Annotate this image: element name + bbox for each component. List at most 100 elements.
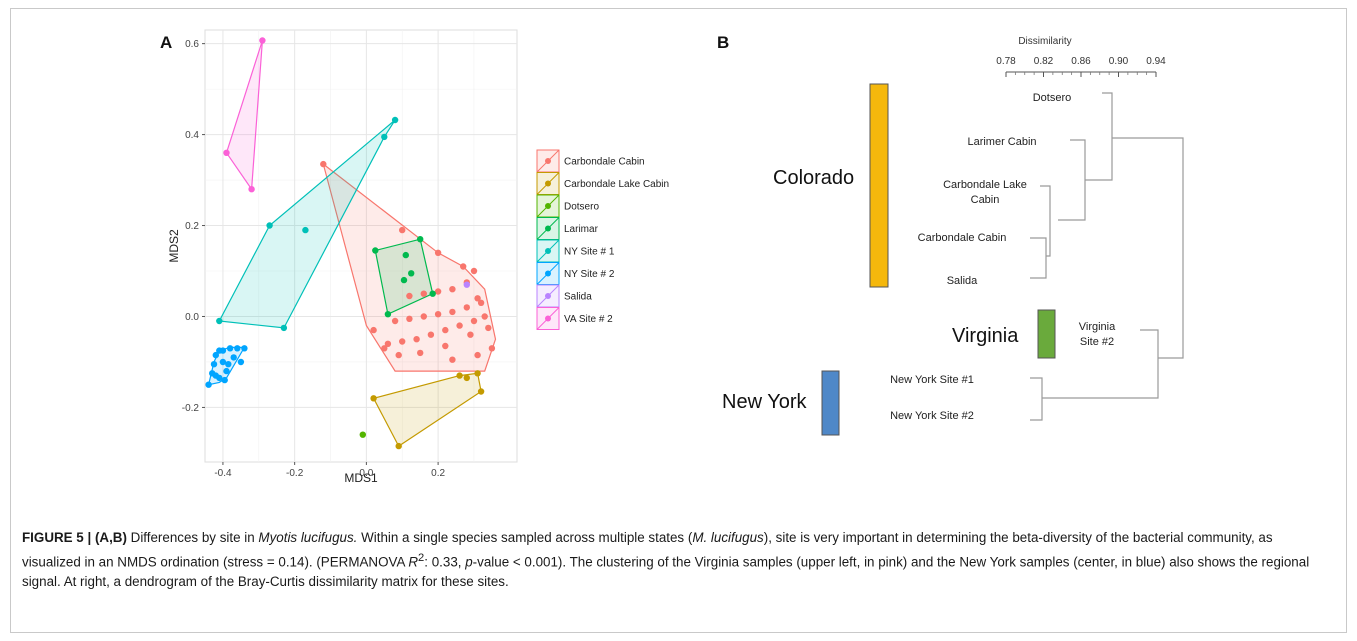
legend-key-point xyxy=(545,293,551,299)
point-ny-site-1 xyxy=(381,133,388,141)
virginia-branch xyxy=(1042,329,1159,399)
caption-text-4: : 0.33, xyxy=(424,554,466,570)
legend-key-point xyxy=(545,203,551,209)
point-carbondale-cabin xyxy=(434,249,442,256)
point-ny-site-2 xyxy=(226,345,234,352)
point-larimar xyxy=(400,276,408,284)
legend-key-point xyxy=(545,248,551,254)
point-dotsero xyxy=(359,431,366,438)
point-carbondale-cabin xyxy=(391,317,399,325)
point-ny-site-2 xyxy=(212,372,219,379)
point-carbondale-cabin xyxy=(413,336,420,343)
point-carbondale-cabin xyxy=(427,331,435,338)
dendrogram xyxy=(1030,92,1184,421)
nmds-plot: -0.4 -0.2 0.0 0.2 -0.2 0.0 0.2 0.4 0.6 xyxy=(182,29,518,479)
dotsero-branch xyxy=(1085,92,1113,181)
y-axis-title: MDS2 xyxy=(167,229,181,263)
legend: Carbondale Cabin Carbondale Lake Cabin Dot… xyxy=(536,149,669,330)
point-ny-site-2 xyxy=(223,367,230,375)
point-carbondale-lake-cabin xyxy=(456,372,463,379)
point-carbondale-cabin xyxy=(481,313,488,320)
panel-a-label: A xyxy=(160,33,172,52)
caption-species: Myotis lucifugus. xyxy=(258,530,358,545)
legend-label: VA Site # 2 xyxy=(564,314,613,325)
point-ny-site-1 xyxy=(391,116,399,124)
legend-label: Dotsero xyxy=(564,202,599,213)
new-york-label: New York xyxy=(722,391,807,413)
hull-va-site-2 xyxy=(225,40,263,191)
point-carbondale-cabin xyxy=(384,340,392,347)
point-ny-site-2 xyxy=(230,354,237,361)
point-carbondale-cabin xyxy=(395,351,402,359)
point-carbondale-cabin xyxy=(370,326,377,334)
caption-text-1: Differences by site in xyxy=(126,530,259,545)
root-branch xyxy=(1112,137,1184,359)
legend-key-point xyxy=(545,270,551,277)
legend-key-point xyxy=(545,315,551,322)
point-ny-site-2 xyxy=(225,361,232,368)
point-carbondale-lake-cabin xyxy=(370,395,377,402)
point-carbondale-cabin xyxy=(381,345,388,352)
colorado-bar xyxy=(869,83,889,288)
point-carbondale-lake-cabin xyxy=(474,370,481,377)
point-carbondale-lake-cabin xyxy=(395,442,402,450)
virginia-label: Virginia xyxy=(952,325,1019,347)
legend-label: NY Site # 2 xyxy=(564,269,615,280)
point-ny-site-1 xyxy=(302,226,309,234)
caption-species-abbrev: M. lucifugus xyxy=(692,530,764,545)
point-ny-site-2 xyxy=(237,358,245,366)
legend-label: NY Site # 1 xyxy=(564,247,615,258)
caption-sup: 2 xyxy=(418,552,425,564)
y-tick-label: 0.0 xyxy=(185,312,199,323)
legend-key-point xyxy=(545,180,551,187)
point-ny-site-2 xyxy=(219,347,227,354)
point-carbondale-cabin xyxy=(320,160,327,168)
point-ny-site-1 xyxy=(266,222,273,229)
hull-carbondale-lake-cabin xyxy=(372,372,482,447)
point-carbondale-cabin xyxy=(456,322,463,329)
point-larimar xyxy=(372,247,379,254)
point-ny-site-2 xyxy=(210,361,218,368)
point-ny-site-2 xyxy=(205,381,212,388)
point-larimar xyxy=(429,290,436,297)
point-larimar xyxy=(384,311,392,318)
leaf-carbondale-lake-line2: Cabin xyxy=(971,194,1000,206)
point-carbondale-cabin xyxy=(434,288,442,295)
point-carbondale-cabin xyxy=(474,351,481,359)
plot-grid xyxy=(205,30,517,462)
point-ny-site-1 xyxy=(280,324,288,332)
point-carbondale-cabin xyxy=(434,311,442,318)
new-york-bar xyxy=(821,370,840,436)
point-carbondale-lake-cabin xyxy=(463,374,470,382)
y-tick-label: 0.6 xyxy=(185,39,199,50)
point-carbondale-cabin xyxy=(460,263,467,270)
point-carbondale-cabin xyxy=(399,226,406,234)
leaf-larimer-cabin: Larimer Cabin xyxy=(967,136,1036,148)
legend-label: Carbondale Lake Cabin xyxy=(564,179,669,190)
leaf-virginia-line1: Virginia xyxy=(1079,321,1116,333)
y-tick-label: 0.4 xyxy=(185,130,199,141)
dissimilarity-tick-label: 0.78 xyxy=(996,56,1016,67)
dissimilarity-tick-label: 0.94 xyxy=(1146,56,1166,67)
point-ny-site-2 xyxy=(234,345,241,352)
dissimilarity-axis: 0.78 0.82 0.86 0.90 0.94 xyxy=(996,56,1166,77)
panel-b-label: B xyxy=(717,33,729,52)
x-tick-label: 0.2 xyxy=(431,468,445,479)
hull-ny-site-1 xyxy=(218,119,396,329)
point-carbondale-cabin xyxy=(406,315,413,322)
point-va-site-2 xyxy=(259,37,266,44)
dissimilarity-tick-label: 0.90 xyxy=(1109,56,1129,67)
leaf-carbondale-cabin: Carbondale Cabin xyxy=(918,232,1007,244)
point-carbondale-cabin xyxy=(467,331,474,338)
point-carbondale-cabin xyxy=(406,292,413,300)
figure-frame xyxy=(10,8,1347,633)
legend-key-point xyxy=(545,225,551,232)
caption-text-2: Within a single species sampled across m… xyxy=(357,530,693,545)
legend-key-point xyxy=(545,158,551,164)
carbondale-lake-branch xyxy=(1040,185,1051,257)
caption-p: p xyxy=(465,554,473,570)
virginia-bar xyxy=(1037,309,1056,359)
point-larimar xyxy=(402,251,409,259)
larimer-branch xyxy=(1058,139,1086,221)
caption-label: FIGURE 5 | (A,B) xyxy=(22,530,127,545)
